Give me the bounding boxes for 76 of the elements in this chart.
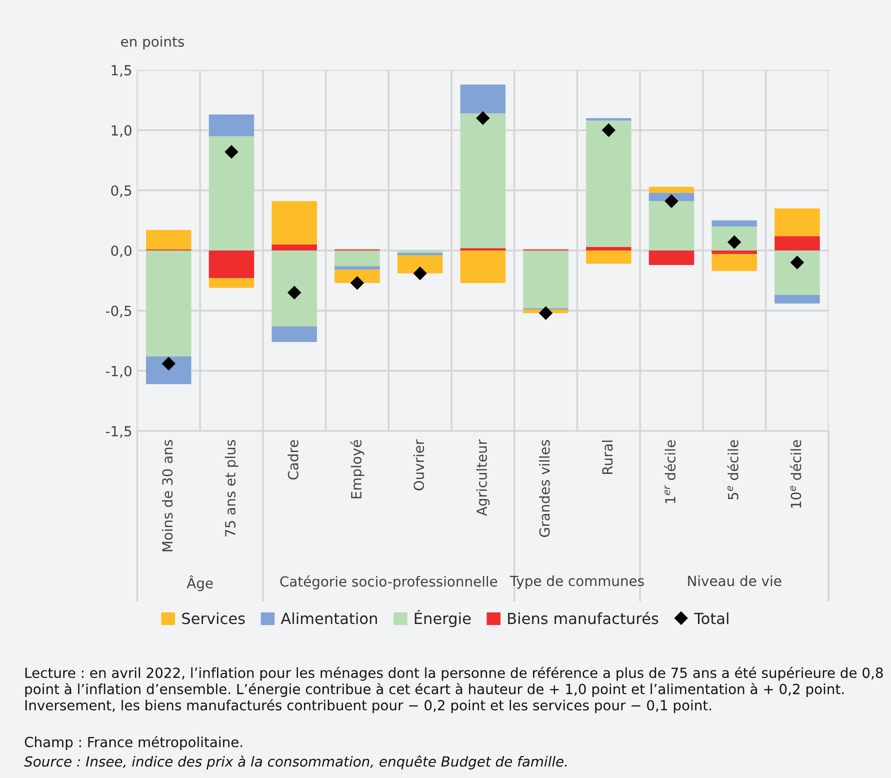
y-tick-label: 1,0 — [112, 125, 132, 138]
text: Lecture : en avril 2022, l’inflation pour les ménages dont la personne de référence a plus de 75 ans a été supérieure de 0,8 point à l’inflation d’ensemble. L’énergie contribue à cet écart à hauteur de + 1,0 point et l’alimentation à + 0,2 point. Inversement, les biens manufacturés contribuent pour − 0,2 point et les services pour − 0,1 point. — [25, 666, 883, 714]
x-tick-label: Cadre — [288, 440, 298, 480]
bar — [774, 236, 820, 251]
text: Âge — [186, 575, 213, 592]
point — [476, 112, 490, 125]
bar — [712, 250, 757, 254]
bar — [208, 114, 254, 136]
point — [539, 306, 552, 320]
bar — [208, 136, 254, 251]
y-axis-title: en points — [121, 36, 184, 50]
bar — [146, 230, 192, 250]
x-tick-label: Moins de 30 ans — [162, 440, 173, 552]
bar — [586, 118, 632, 121]
bar — [460, 113, 506, 248]
bar — [272, 201, 317, 244]
x-tick-label: 1$^{er}$ décile — [664, 440, 676, 503]
bar — [460, 250, 506, 284]
text: Catégorie socio-professionnelle — [280, 575, 498, 590]
bar — [523, 250, 568, 308]
point — [664, 194, 678, 208]
x-tick-label: Ouvrier — [413, 439, 424, 490]
point — [288, 286, 301, 300]
legend-label: Alimentation — [280, 612, 377, 624]
bar — [272, 250, 317, 326]
bar — [712, 254, 757, 271]
x-tick-label: Employé — [350, 440, 364, 498]
legend-label: Total — [694, 612, 728, 624]
bar — [334, 270, 380, 284]
y-tick-label: 0,0 — [111, 245, 132, 258]
legend-label: Énergie — [414, 610, 471, 628]
bar — [774, 295, 820, 304]
point — [224, 145, 238, 158]
y-tick-label: -1,5 — [106, 426, 132, 438]
point — [790, 256, 804, 270]
bar — [586, 246, 632, 251]
bar — [774, 250, 820, 296]
bar — [648, 250, 694, 265]
bar — [397, 255, 443, 274]
point — [350, 276, 364, 290]
y-tick-label: 1,5 — [112, 65, 132, 77]
y-tick-label: -0,5 — [106, 306, 132, 318]
text: Type de communes — [510, 575, 644, 589]
bar — [460, 248, 506, 251]
source-note: Source : Insee, indice des prix à la consommation, enquête Budget de famille. — [24, 755, 567, 770]
y-tick-label: -1,0 — [106, 366, 132, 378]
text: Niveau de vie — [688, 575, 782, 586]
point — [413, 266, 427, 280]
bar — [712, 226, 757, 251]
bar — [272, 244, 317, 251]
x-tick-label: 5$^{e}$ décile — [727, 440, 738, 500]
bar — [648, 201, 694, 251]
bar — [146, 250, 192, 356]
text: Champ : France métropolitaine. — [24, 736, 242, 750]
y-tick-label: 0,5 — [111, 185, 132, 198]
bar — [712, 220, 757, 226]
bar — [648, 186, 694, 193]
bar — [334, 250, 380, 266]
bar — [146, 356, 192, 384]
bar — [586, 250, 632, 264]
bar — [334, 266, 380, 270]
bar — [586, 120, 632, 247]
bar — [397, 252, 443, 256]
point — [602, 124, 616, 137]
bar — [774, 208, 820, 236]
bar — [272, 326, 317, 342]
bar — [208, 250, 254, 278]
bar — [460, 84, 506, 114]
x-tick-label: Rural — [602, 440, 613, 474]
bar — [208, 278, 254, 288]
legend-label: Biens manufacturés — [508, 612, 658, 624]
legend-label: Services — [182, 612, 245, 624]
x-tick-label: 10$^{e}$ décile — [790, 440, 802, 508]
x-tick-label: 75 ans et plus — [224, 440, 238, 536]
x-tick-label: Grandes villes — [539, 440, 550, 537]
x-tick-label: Agriculteur — [476, 439, 490, 516]
